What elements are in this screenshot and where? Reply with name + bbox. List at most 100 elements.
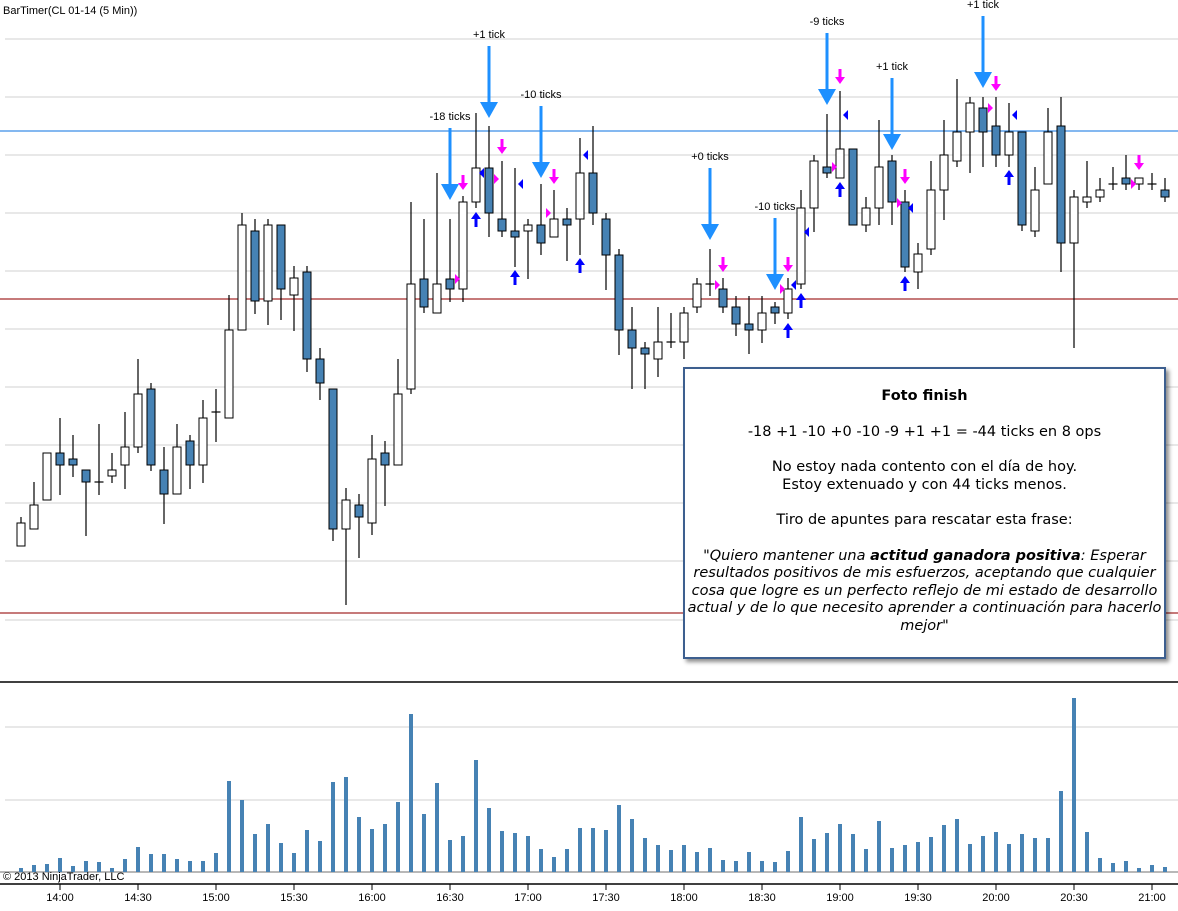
arrow-shaft	[890, 78, 894, 138]
arrow-head	[783, 265, 793, 272]
volume-bar	[279, 843, 283, 872]
candle-body	[276, 224, 286, 290]
volume-bar	[201, 861, 205, 872]
candle-body	[575, 172, 585, 220]
quote-end: : Esperar resultados positivos de mis es…	[687, 547, 1162, 634]
volume-bar	[968, 844, 972, 872]
candle-body	[978, 107, 988, 133]
candle	[185, 435, 195, 489]
volume-bar	[110, 868, 114, 872]
arrow-head	[471, 212, 481, 219]
x-tick-label: 17:00	[514, 892, 542, 904]
candle-body	[55, 452, 65, 466]
exit-marker-triangle-icon	[715, 280, 720, 290]
arrow-shaft	[461, 175, 465, 184]
candle	[406, 202, 416, 394]
candle	[367, 435, 377, 535]
candle	[1030, 167, 1040, 237]
candle	[718, 278, 728, 313]
volume-bar	[773, 862, 777, 872]
candle-body	[497, 218, 507, 232]
volume-bar	[409, 714, 413, 872]
candle-body	[848, 148, 858, 226]
arrow-shaft	[786, 330, 790, 338]
volume-bar	[214, 853, 218, 872]
exit-marker-triangle-icon	[455, 274, 460, 284]
volume-bar	[240, 800, 244, 872]
candle	[796, 190, 806, 289]
candle-body	[614, 254, 624, 331]
arrow-shaft	[799, 300, 803, 308]
candle	[1056, 97, 1066, 272]
candle	[588, 126, 598, 225]
note-quote: "Quiero mantener una actitud ganadora po…	[685, 548, 1164, 636]
note-heading: Foto finish	[881, 388, 968, 404]
candle	[731, 296, 741, 336]
candle-body	[380, 452, 390, 466]
candle	[1147, 173, 1157, 190]
volume-bar	[331, 782, 335, 872]
x-tick-label: 15:00	[202, 892, 230, 904]
candle	[68, 435, 78, 477]
quote-bold: actitud ganadora positiva	[870, 547, 1081, 564]
candle	[250, 219, 260, 314]
note-line-1: No estoy nada contento con el día de hoy…	[771, 459, 1078, 475]
candle-body	[627, 329, 637, 349]
candle-body	[120, 446, 130, 466]
volume-bar	[1033, 838, 1037, 872]
candle-body	[406, 283, 416, 390]
entry-marker-triangle-icon	[804, 227, 809, 237]
candle	[55, 418, 65, 495]
candle-body	[419, 278, 429, 308]
volume-bar	[1059, 791, 1063, 872]
candle	[770, 302, 780, 324]
candle	[16, 517, 26, 547]
candle-body	[1069, 196, 1079, 244]
arrow-shaft	[578, 265, 582, 273]
arrow-shaft	[474, 219, 478, 227]
arrow-shaft	[903, 169, 907, 178]
note-text: No estoy nada contento con el día de hoy…	[685, 459, 1164, 494]
candle	[627, 307, 637, 389]
volume-bar	[188, 861, 192, 872]
trade-result-label: +1 tick	[876, 61, 909, 73]
candle-body	[822, 166, 832, 174]
arrow-head	[991, 84, 1001, 91]
trade-result-label: -18 ticks	[430, 111, 471, 123]
volume-bar	[253, 834, 257, 872]
candle	[575, 138, 585, 255]
candle	[276, 224, 286, 320]
volume-bar	[942, 825, 946, 872]
candle-body	[237, 224, 247, 331]
arrow-head	[766, 274, 784, 290]
volume-bar	[903, 845, 907, 872]
arrow-head	[549, 177, 559, 184]
entry-marker-triangle-icon	[908, 203, 913, 213]
candle	[822, 114, 832, 178]
volume-bar	[97, 862, 101, 872]
candle	[224, 295, 234, 419]
candle	[913, 243, 923, 289]
x-tick-label: 16:30	[436, 892, 464, 904]
volume-bar	[19, 868, 23, 872]
exit-down-arrow-icon	[835, 69, 845, 84]
candle-body	[1082, 196, 1092, 203]
candle	[42, 452, 52, 501]
candle	[471, 113, 481, 208]
arrow-shaft	[513, 277, 517, 285]
fill-up-arrow-icon	[783, 323, 793, 338]
arrow-shaft	[539, 106, 543, 166]
x-tick-label: 17:30	[592, 892, 620, 904]
candle-body	[835, 148, 845, 179]
candle-body	[224, 329, 234, 419]
candle-body	[731, 306, 741, 325]
candle-body	[341, 499, 351, 530]
x-tick-label: 14:30	[124, 892, 152, 904]
volume-bar	[981, 836, 985, 872]
volume-bar	[461, 836, 465, 872]
arrow-shaft	[903, 283, 907, 291]
exit-down-arrow-icon	[1134, 155, 1144, 170]
arrow-head	[441, 184, 459, 200]
arrow-head	[900, 276, 910, 283]
arrow-shaft	[981, 16, 985, 76]
